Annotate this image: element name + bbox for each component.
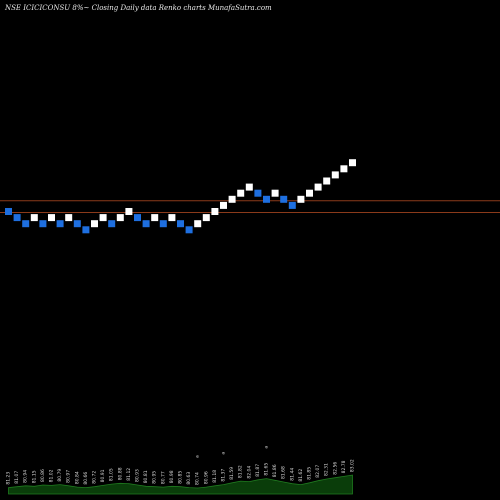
renko-brick-up — [228, 195, 236, 203]
volume-label: 80.93 — [135, 469, 141, 482]
renko-brick-up — [245, 183, 253, 191]
reference-lines — [0, 200, 500, 213]
volume-label: 81.59 — [229, 467, 235, 480]
volume-label: 81.86 — [272, 464, 278, 477]
volume-label: 81.15 — [31, 470, 37, 483]
renko-brick-up — [211, 208, 219, 215]
volume-label: 81.18 — [212, 470, 218, 483]
renko-bricks — [5, 159, 356, 234]
volume-label: 80.88 — [117, 467, 123, 480]
volume-label: 80.81 — [143, 470, 149, 483]
volume-label: 81.07 — [14, 471, 20, 484]
renko-brick-down — [5, 208, 12, 215]
volume-label: 80.85 — [178, 471, 184, 484]
volume-label: 81.05 — [109, 468, 115, 481]
volume-label: 81.44 — [289, 468, 295, 481]
volume-marker: a — [196, 455, 201, 458]
volume-label: 80.84 — [74, 471, 80, 484]
renko-brick-down — [134, 214, 141, 222]
renko-brick-up — [237, 189, 245, 197]
renko-brick-up — [323, 177, 331, 185]
volume-label: 83.02 — [350, 459, 356, 472]
volume-label: 80.66 — [83, 472, 89, 485]
volume-area — [8, 474, 353, 495]
renko-brick-up — [202, 214, 210, 222]
renko-brick-up — [331, 171, 339, 179]
renko-brick-up — [349, 159, 356, 167]
volume-label: 81.82 — [238, 465, 244, 478]
volume-label: 80.96 — [203, 471, 209, 484]
volume-marker: a — [222, 452, 227, 455]
volume-label: 81.85 — [307, 467, 313, 480]
volume-label: 82.07 — [315, 465, 321, 478]
volume-label: 82.78 — [341, 460, 347, 473]
renko-brick-up — [340, 165, 348, 173]
renko-brick-down — [159, 220, 167, 228]
renko-brick-down — [56, 220, 64, 228]
volume-label: 80.86 — [40, 469, 46, 482]
chart-title: NSE ICICICONSU 8%~ Closing Daily data Re… — [4, 4, 272, 12]
volume-label: 80.95 — [152, 471, 158, 484]
volume-labels: 81.23 81.07 80.94 81.15 80.86 81.02 80.79 80.97… — [6, 446, 356, 485]
volume-label: 80.94 — [23, 470, 29, 483]
renko-brick-up — [306, 189, 313, 197]
volume-label: 81.02 — [49, 469, 55, 482]
volume-label: 81.12 — [126, 468, 132, 481]
renko-brick-up — [194, 220, 202, 228]
renko-brick-down — [13, 214, 21, 222]
renko-brick-up — [116, 214, 124, 222]
renko-brick-down — [177, 220, 184, 228]
renko-brick-up — [99, 214, 107, 222]
renko-brick-up — [151, 214, 159, 222]
volume-label: 82.56 — [332, 462, 338, 475]
volume-panel — [8, 474, 353, 495]
renko-brick-down — [288, 201, 296, 209]
renko-brick-up — [314, 183, 322, 191]
volume-label: 81.37 — [221, 469, 227, 482]
volume-label: 80.98 — [169, 470, 175, 483]
volume-label: 80.77 — [160, 471, 166, 484]
renko-brick-down — [142, 220, 150, 228]
renko-brick-down — [108, 220, 116, 228]
volume-label: 80.72 — [92, 471, 98, 484]
renko-brick-down — [263, 195, 270, 203]
volume-label: 81.87 — [255, 464, 261, 477]
renko-brick-down — [73, 220, 81, 228]
volume-label: 80.91 — [100, 469, 106, 482]
volume-label: 81.62 — [298, 469, 304, 482]
volume-label: 81.68 — [281, 466, 287, 479]
renko-brick-down — [280, 195, 288, 203]
renko-brick-up — [297, 195, 305, 203]
renko-brick-up — [48, 214, 55, 222]
volume-label: 80.63 — [186, 472, 192, 485]
renko-brick-up — [30, 214, 38, 222]
volume-label: 80.79 — [57, 469, 63, 482]
renko-brick-down — [39, 220, 47, 228]
renko-brick-up — [125, 208, 133, 215]
renko-brick-down — [185, 226, 193, 234]
volume-label: 81.23 — [6, 472, 12, 485]
renko-brick-down — [254, 189, 262, 197]
renko-brick-up — [168, 214, 176, 222]
volume-label: 81.65 — [264, 463, 270, 476]
renko-brick-up — [271, 189, 279, 197]
volume-label: 82.31 — [324, 463, 330, 476]
renko-brick-up — [91, 220, 98, 228]
volume-label: 82.04 — [246, 466, 252, 479]
renko-brick-up — [220, 201, 227, 209]
renko-brick-down — [22, 220, 30, 228]
renko-brick-up — [65, 214, 73, 222]
volume-label: 80.74 — [195, 472, 201, 485]
volume-marker: a — [265, 446, 270, 449]
renko-brick-down — [82, 226, 90, 234]
volume-label: 80.97 — [66, 470, 72, 483]
